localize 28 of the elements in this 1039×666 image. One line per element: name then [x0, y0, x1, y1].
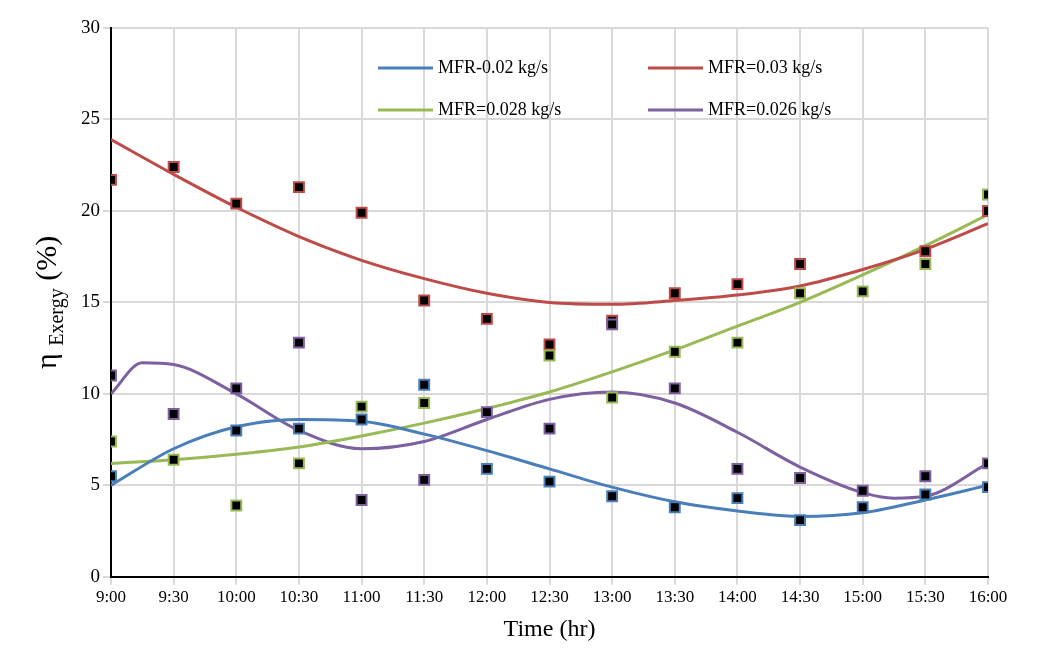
- x-tick-label: 9:00: [95, 587, 127, 607]
- x-tick-label: 11:30: [405, 587, 444, 607]
- y-tick-label: 30: [81, 15, 100, 37]
- y-axis-title: η Exergy (%): [29, 235, 68, 369]
- x-tick-label: 11:00: [342, 587, 381, 607]
- legend-label: MFR=0.026 kg/s: [708, 98, 832, 119]
- x-tick-label: 12:00: [467, 587, 507, 607]
- y-tick-label: 10: [81, 381, 100, 403]
- x-tick-label: 10:30: [279, 587, 319, 607]
- y-tick-label: 0: [90, 564, 100, 586]
- legend-label: MFR=0.03 kg/s: [708, 56, 823, 77]
- x-tick-label: 9:30: [158, 587, 189, 607]
- x-tick-label: 14:00: [718, 587, 757, 607]
- x-tick-label: 14:30: [780, 587, 820, 607]
- x-tick-label: 16:00: [968, 587, 1008, 607]
- y-tick-label: 15: [81, 290, 100, 312]
- x-tick-label: 12:30: [530, 587, 569, 607]
- x-tick-label: 10:00: [216, 587, 256, 607]
- x-tick-label: 15:00: [843, 587, 883, 607]
- x-tick-label: 15:30: [905, 587, 945, 607]
- y-tick-label: 20: [81, 198, 100, 220]
- x-tick-label: 13:00: [592, 587, 632, 607]
- x-tick-label: 13:30: [655, 587, 695, 607]
- legend-label: MFR-0.02 kg/s: [438, 56, 549, 77]
- y-tick-label: 25: [81, 107, 100, 129]
- y-tick-label: 5: [90, 473, 100, 495]
- x-axis-title: Time (hr): [503, 614, 596, 641]
- legend-label: MFR=0.028 kg/s: [438, 98, 562, 119]
